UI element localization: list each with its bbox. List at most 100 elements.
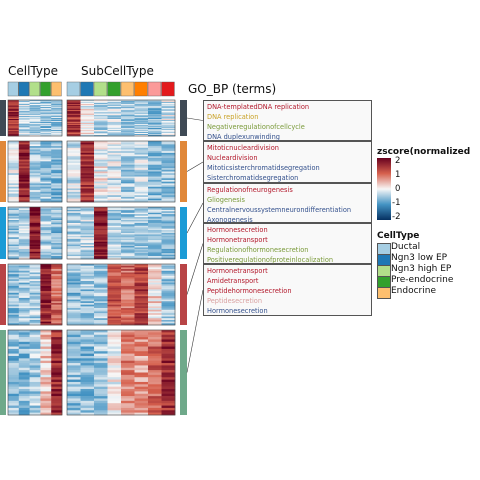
- heatmap-cell: [18, 277, 30, 280]
- heatmap-cell: [51, 301, 63, 304]
- heatmap-cell: [40, 225, 52, 228]
- heatmap-cell: [94, 299, 108, 302]
- heatmap-cell: [148, 159, 162, 162]
- heatmap-cell: [51, 106, 63, 108]
- heatmap-cell: [67, 186, 81, 189]
- heatmap-cell: [148, 198, 162, 201]
- heatmap-cell: [51, 103, 63, 105]
- heatmap-cell: [121, 196, 135, 199]
- heatmap-cell: [67, 217, 81, 219]
- heatmap-cell: [29, 128, 41, 130]
- heatmap-cell: [121, 185, 135, 188]
- heatmap-cell: [29, 346, 41, 350]
- heatmap-cell: [134, 393, 149, 397]
- heatmap-cell: [148, 363, 162, 366]
- heatmap-cell: [8, 286, 20, 289]
- heatmap-cell: [80, 185, 95, 188]
- heatmap-cell: [8, 173, 20, 176]
- heatmap-cell: [134, 319, 149, 322]
- heatmap-cell: [94, 367, 108, 371]
- heatmap-cell: [161, 265, 176, 268]
- heatmap-cell: [134, 386, 149, 390]
- go-term-label: Peptidehormonesecretion: [207, 287, 292, 295]
- heatmap-cell: [107, 391, 122, 395]
- heatmap-cell: [121, 247, 135, 250]
- heatmap-cell: [121, 191, 135, 194]
- heatmap-cell: [29, 323, 41, 326]
- heatmap-cell: [148, 195, 162, 198]
- heatmap-cell: [161, 147, 176, 150]
- heatmap-cell: [161, 270, 176, 273]
- heatmap-cell: [121, 100, 135, 102]
- heatmap-cell: [94, 195, 108, 198]
- heatmap-cell: [148, 238, 162, 241]
- heatmap-cell: [29, 116, 41, 118]
- heatmap-cell: [148, 400, 162, 404]
- heatmap-cell: [67, 337, 81, 340]
- heatmap-cell: [161, 108, 176, 110]
- cluster-bar-right: [180, 207, 187, 259]
- heatmap-cell: [94, 193, 108, 196]
- heatmap-cell: [40, 133, 52, 135]
- heatmap-cell: [161, 384, 176, 387]
- heatmap-cell: [40, 353, 52, 357]
- heatmap-cell: [29, 287, 41, 290]
- heatmap-cell: [148, 227, 162, 229]
- heatmap-cell: [107, 120, 122, 122]
- heatmap-cell: [80, 188, 95, 191]
- heatmap-cell: [29, 221, 41, 224]
- heatmap-cell: [121, 372, 135, 376]
- heatmap-cell: [121, 221, 135, 224]
- heatmap-cell: [80, 146, 95, 149]
- heatmap-cell: [80, 200, 95, 203]
- heatmap-cell: [40, 393, 52, 397]
- heatmap-cell: [148, 217, 162, 219]
- heatmap-cell: [80, 107, 95, 109]
- heatmap-cell: [29, 407, 41, 411]
- heatmap-cell: [18, 344, 30, 347]
- heatmap-cell: [148, 116, 162, 118]
- heatmap-cell: [67, 294, 81, 297]
- heatmap-cell: [29, 118, 41, 120]
- heatmap-cell: [121, 188, 135, 191]
- heatmap-cell: [29, 161, 41, 164]
- heatmap-cell: [40, 188, 52, 191]
- heatmap-cell: [94, 316, 108, 319]
- heatmap-cell: [161, 280, 176, 283]
- heatmap-cell: [161, 246, 176, 248]
- heatmap-cell: [40, 151, 52, 154]
- heatmap-cell: [107, 166, 122, 169]
- heatmap-cell: [51, 275, 63, 278]
- heatmap-cell: [51, 142, 63, 145]
- heatmap-cell: [94, 106, 108, 108]
- heatmap-cell: [40, 154, 52, 157]
- heatmap-cell: [80, 159, 95, 162]
- heatmap-cell: [107, 246, 122, 248]
- heatmap-cell: [40, 302, 52, 305]
- heatmap-cell: [148, 225, 162, 228]
- heatmap-cell: [8, 111, 20, 113]
- heatmap-cell: [161, 102, 176, 104]
- heatmap-cell: [80, 282, 95, 285]
- heatmap-cell: [8, 211, 20, 214]
- heatmap-cell: [29, 294, 41, 297]
- heatmap-cell: [8, 118, 20, 120]
- heatmap-cell: [67, 157, 81, 160]
- heatmap-cell: [134, 127, 149, 129]
- heatmap-cell: [161, 314, 176, 317]
- cluster-bar-right: [180, 264, 187, 325]
- heatmap-cell: [67, 190, 81, 193]
- heatmap-cell: [8, 321, 20, 324]
- celltype-header: CellType: [8, 64, 58, 78]
- heatmap-cell: [134, 110, 149, 112]
- heatmap-cell: [134, 114, 149, 116]
- heatmap-cell: [107, 106, 122, 108]
- heatmap-cell: [18, 108, 30, 110]
- go-term-label: Mitoticsisterchromatidsegregation: [207, 164, 320, 172]
- heatmap-cell: [134, 410, 149, 413]
- heatmap-cell: [18, 128, 30, 130]
- heatmap-cell: [51, 135, 63, 137]
- heatmap-cell: [8, 101, 20, 103]
- heatmap-cell: [121, 287, 135, 290]
- heatmap-cell: [107, 103, 122, 105]
